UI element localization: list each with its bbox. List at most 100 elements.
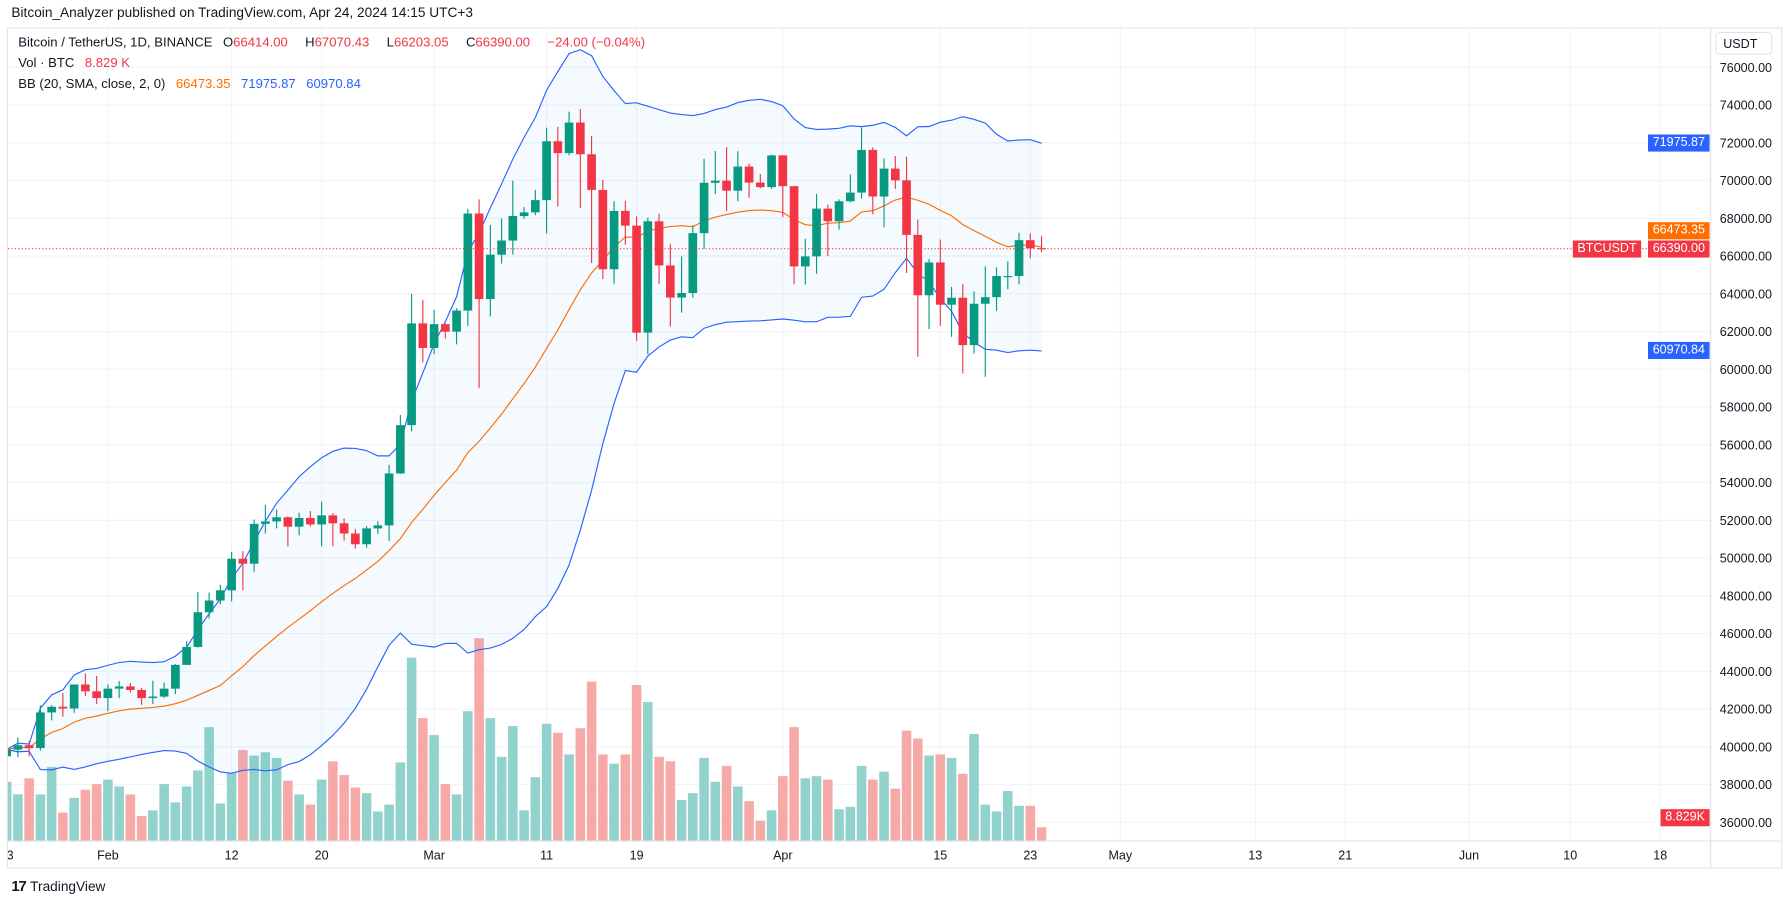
candle — [384, 464, 394, 542]
candle-body — [969, 303, 979, 346]
candle-body — [58, 706, 68, 709]
time-tick-label: Mar — [423, 848, 445, 862]
candle — [542, 127, 551, 234]
candle-body — [654, 221, 664, 266]
candle — [306, 511, 315, 527]
volume-bar — [193, 770, 203, 842]
candle — [452, 308, 461, 345]
candle-body — [947, 297, 956, 305]
candle — [193, 592, 203, 648]
candle — [519, 207, 529, 219]
candle — [812, 193, 821, 274]
currency-unit-button[interactable]: USDT — [1715, 31, 1773, 55]
candle — [486, 225, 495, 317]
time-tick-label: May — [1108, 848, 1132, 862]
volume-value: 8.829 K — [84, 56, 131, 71]
candle-body — [778, 155, 788, 187]
candle — [890, 155, 900, 189]
candle — [7, 749, 11, 757]
candle-body — [823, 208, 833, 222]
candle-body — [531, 200, 540, 213]
volume-bar — [890, 788, 901, 842]
candle — [1014, 232, 1024, 285]
volume-bar — [215, 803, 226, 842]
candle-body — [834, 201, 844, 222]
price-tick-label: 54000.00 — [1720, 476, 1772, 490]
legend-bb-row: BB (20, SMA, close, 2, 0) 66473.35 71975… — [18, 74, 652, 95]
volume-bar — [519, 810, 529, 842]
candle-body — [463, 213, 473, 311]
candle-body — [677, 293, 686, 298]
candle — [935, 239, 945, 326]
volume-bar — [249, 755, 259, 842]
time-tick-label: 11 — [540, 848, 553, 862]
candle — [47, 705, 56, 721]
candle — [373, 521, 383, 534]
volume-bar — [924, 755, 934, 842]
candle — [171, 664, 180, 695]
candle-body — [7, 749, 11, 757]
candle — [609, 201, 619, 284]
candle — [857, 127, 866, 199]
volume-bar — [733, 786, 743, 842]
volume-bar — [204, 727, 214, 842]
candle-body — [384, 473, 394, 526]
volume-bar — [811, 776, 822, 842]
candle-body — [508, 215, 518, 241]
volume-bar — [688, 793, 698, 842]
candle-body — [576, 122, 585, 155]
volume-bar — [598, 754, 608, 842]
time-tick-label: 15 — [933, 848, 947, 862]
time-axis: 23 Feb 12 20 Mar 11 19 Apr 15 23 May 13 21 Jun 10 18 — [8, 848, 1667, 862]
candle — [429, 309, 439, 355]
candle-body — [103, 688, 113, 699]
candle-body — [306, 518, 315, 525]
legend-symbol[interactable]: Bitcoin / TetherUS, 1D, BINANCE — [18, 36, 213, 51]
candle — [643, 217, 653, 355]
volume-bar — [980, 804, 991, 842]
volume-bar — [226, 772, 237, 842]
candle-body — [598, 189, 608, 270]
candle — [103, 684, 113, 712]
candle — [947, 286, 956, 337]
volume-bar — [283, 780, 293, 842]
volume-bar — [609, 763, 619, 842]
last-price-badge: 66390.00 — [1648, 240, 1710, 258]
volume-bar — [1014, 805, 1024, 842]
volume-label[interactable]: Vol · BTC — [18, 56, 75, 71]
candle-body — [1025, 240, 1035, 249]
volume-bar — [766, 810, 777, 842]
candle — [216, 584, 225, 605]
candle-body — [643, 221, 653, 333]
candle-body — [620, 210, 630, 226]
candle-body — [328, 515, 338, 524]
candle — [654, 213, 664, 284]
candle — [632, 216, 641, 341]
candle-body — [272, 517, 281, 522]
high-label: H — [305, 36, 315, 51]
candle-body — [935, 262, 945, 305]
volume-badge: 8.829K — [1660, 809, 1710, 827]
candle-body — [13, 745, 23, 750]
candle — [845, 174, 855, 203]
tradingview-logo[interactable]: 17 TradingView — [11, 878, 105, 895]
candle — [834, 199, 844, 230]
volume-bar — [46, 766, 57, 842]
candle — [317, 501, 326, 547]
candle — [249, 519, 259, 572]
volume-bar — [91, 784, 102, 842]
bb-label[interactable]: BB (20, SMA, close, 2, 0) — [18, 77, 166, 92]
candle-body — [924, 262, 934, 296]
volume-bar — [946, 757, 957, 842]
bb-upper-badge: 71975.87 — [1648, 134, 1710, 152]
volume-bar — [1036, 827, 1047, 842]
candle — [81, 673, 90, 697]
candle-body — [283, 517, 293, 527]
candle — [24, 741, 34, 757]
volume-bar — [339, 775, 349, 842]
volume-bar — [114, 786, 124, 842]
volume-bar — [530, 777, 541, 842]
candle — [823, 204, 833, 257]
